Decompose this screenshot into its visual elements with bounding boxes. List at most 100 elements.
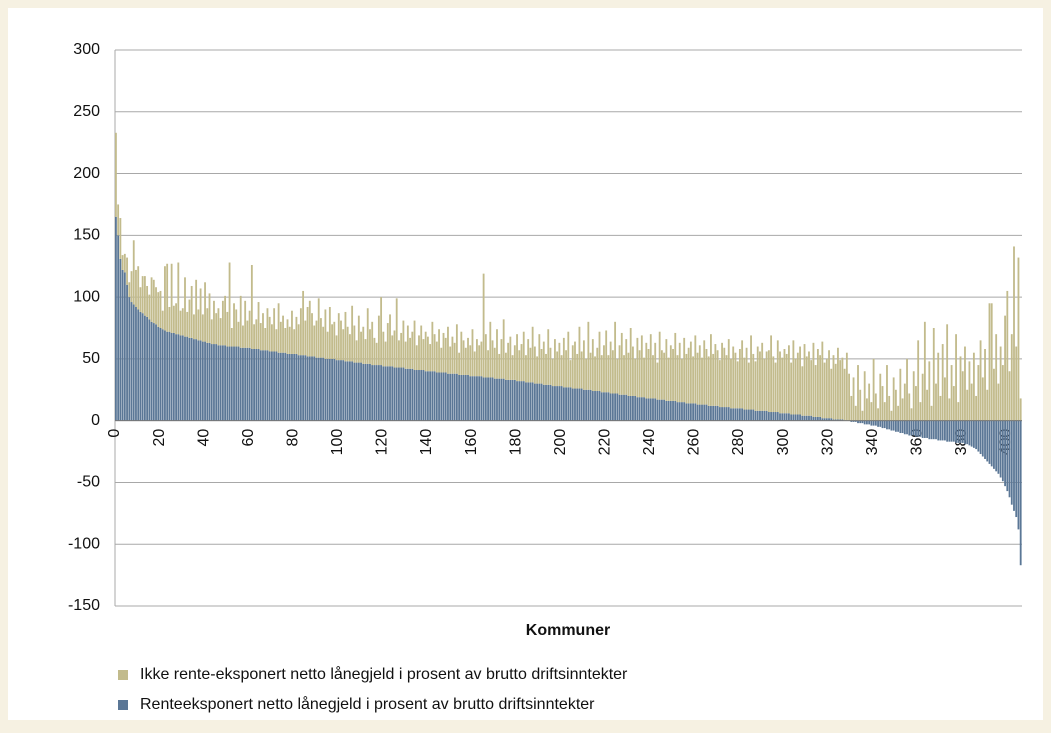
bar xyxy=(926,389,929,421)
bar xyxy=(825,358,828,419)
bar xyxy=(908,393,911,421)
bar xyxy=(946,324,949,421)
bar xyxy=(647,398,650,421)
bar xyxy=(355,362,358,421)
bar xyxy=(442,372,445,421)
bar xyxy=(161,329,164,421)
bar xyxy=(710,405,712,421)
bar xyxy=(157,326,160,421)
bar xyxy=(308,300,311,357)
legend-swatch xyxy=(118,670,128,680)
bar xyxy=(636,397,639,421)
bar xyxy=(1013,420,1015,511)
bar xyxy=(540,349,543,384)
bar xyxy=(805,415,808,421)
bar xyxy=(250,264,253,350)
bar xyxy=(745,347,748,410)
bar xyxy=(415,345,418,371)
bar xyxy=(830,418,833,421)
bar xyxy=(351,305,354,362)
bar xyxy=(393,367,396,421)
bar xyxy=(115,216,117,421)
bar xyxy=(707,405,710,421)
bar xyxy=(315,320,318,358)
bar xyxy=(732,408,735,421)
bar xyxy=(333,321,336,359)
bar xyxy=(117,235,120,421)
bar xyxy=(135,306,137,421)
bar xyxy=(1001,365,1004,421)
bar xyxy=(990,303,993,421)
bar xyxy=(919,420,922,437)
bar xyxy=(504,379,507,421)
bar xyxy=(471,376,474,421)
bar xyxy=(877,420,879,427)
bar xyxy=(293,329,296,354)
bar xyxy=(883,402,886,421)
bar xyxy=(400,332,403,368)
bar xyxy=(986,420,989,462)
bar xyxy=(578,388,581,421)
bar xyxy=(498,353,501,379)
bar xyxy=(295,316,298,354)
bar xyxy=(458,374,461,421)
bar xyxy=(821,418,824,421)
bar xyxy=(328,306,331,359)
bar xyxy=(977,365,980,421)
bar xyxy=(870,402,873,421)
bar xyxy=(939,420,942,441)
bar xyxy=(384,341,387,367)
bar xyxy=(681,402,683,421)
bar xyxy=(727,407,730,421)
bar xyxy=(703,404,706,421)
bar xyxy=(955,334,957,421)
bar xyxy=(705,404,708,421)
bar xyxy=(513,379,516,421)
bar xyxy=(872,420,875,426)
bar xyxy=(837,419,839,421)
bar xyxy=(306,356,309,421)
bar xyxy=(883,420,886,429)
bar xyxy=(489,377,492,421)
bar xyxy=(340,320,342,361)
bar xyxy=(1006,420,1009,492)
bar xyxy=(522,381,525,421)
bar xyxy=(1019,420,1022,566)
bar xyxy=(380,365,383,421)
bar xyxy=(879,420,882,427)
bar xyxy=(667,357,670,401)
bar xyxy=(603,345,605,393)
bar xyxy=(438,329,440,373)
bar xyxy=(600,355,603,393)
bar xyxy=(801,366,804,416)
bar xyxy=(607,355,610,393)
bar xyxy=(293,353,296,421)
bar xyxy=(179,335,182,421)
bar xyxy=(168,306,171,332)
bar xyxy=(886,420,888,430)
bar xyxy=(146,285,149,317)
x-tick-label: 280 xyxy=(730,429,747,456)
bar xyxy=(674,400,677,421)
bar xyxy=(968,361,971,421)
bar xyxy=(317,298,320,358)
bar xyxy=(611,350,614,394)
bar xyxy=(578,326,581,389)
bar xyxy=(663,352,666,400)
bar xyxy=(322,357,325,421)
bar xyxy=(979,340,982,421)
bar xyxy=(362,326,365,364)
bar xyxy=(331,324,333,359)
bar xyxy=(357,362,360,421)
bar xyxy=(701,357,703,405)
bar xyxy=(810,360,813,416)
bar xyxy=(335,335,338,361)
bar xyxy=(344,311,347,362)
bar xyxy=(369,329,371,364)
bar xyxy=(1004,315,1006,421)
bar xyxy=(264,328,267,351)
bar xyxy=(877,408,879,421)
bar xyxy=(380,297,383,366)
bar xyxy=(382,331,385,367)
